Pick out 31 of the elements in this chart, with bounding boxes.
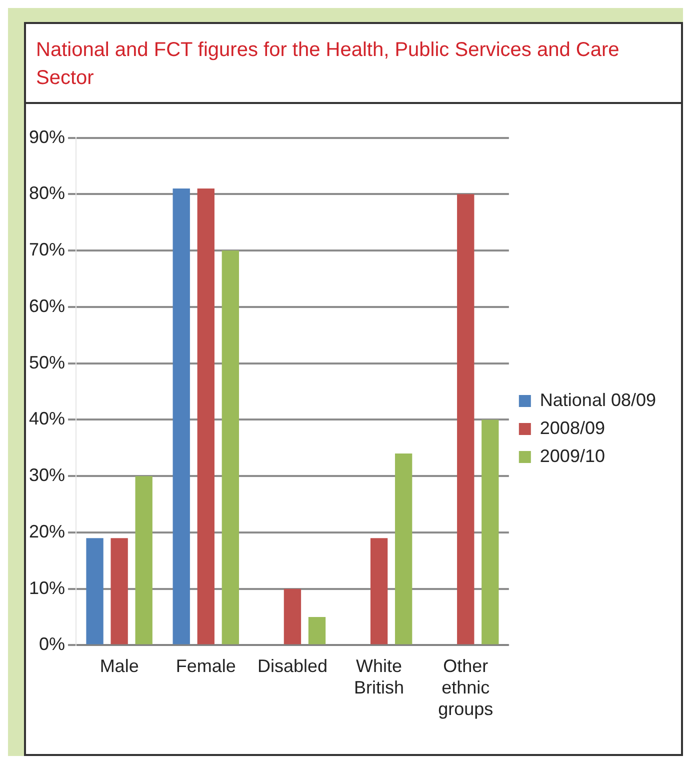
x-tick-label: Male bbox=[100, 656, 139, 676]
bar bbox=[284, 588, 302, 644]
x-tick-label: Other ethnic groups bbox=[438, 656, 494, 720]
bar bbox=[197, 188, 214, 644]
chart-title: National and FCT figures for the Health, Public Services and Care Sector bbox=[26, 24, 681, 104]
bar bbox=[370, 538, 388, 644]
legend-label: 2008/09 bbox=[540, 418, 605, 438]
bar bbox=[308, 617, 326, 644]
y-tick-label: 30% bbox=[28, 465, 66, 486]
x-tick-label: Female bbox=[176, 656, 236, 676]
y-tick-label: 80% bbox=[28, 183, 66, 204]
x-tick-label: White British bbox=[354, 656, 404, 698]
bar bbox=[394, 454, 412, 644]
y-tick-label: 40% bbox=[28, 408, 66, 429]
bar bbox=[86, 538, 104, 644]
y-tick-label: 10% bbox=[28, 578, 66, 598]
bar bbox=[135, 476, 152, 644]
bar bbox=[172, 188, 190, 644]
bar bbox=[110, 538, 128, 644]
legend-label: National 08/09 bbox=[540, 390, 656, 410]
x-tick-label: Disabled bbox=[257, 656, 328, 676]
bar bbox=[222, 250, 240, 644]
bar bbox=[482, 420, 499, 644]
y-tick-label: 0% bbox=[39, 634, 66, 654]
bar bbox=[457, 194, 474, 644]
y-tick-label: 90% bbox=[28, 126, 66, 147]
y-tick-label: 60% bbox=[28, 296, 66, 316]
legend-label: 2009/10 bbox=[540, 446, 605, 466]
y-tick-label: 70% bbox=[28, 240, 66, 260]
y-tick-label: 20% bbox=[28, 521, 66, 542]
y-tick-label: 50% bbox=[28, 352, 66, 372]
